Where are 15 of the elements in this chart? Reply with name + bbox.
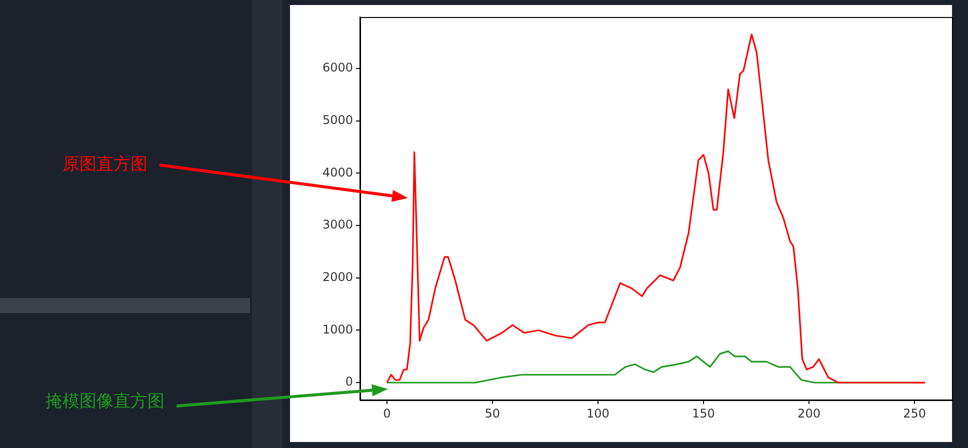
y-tick-label: 1000: [322, 322, 353, 336]
x-tick-label: 50: [484, 406, 500, 420]
y-tick-label: 3000: [322, 218, 353, 232]
y-tick-label: 0: [345, 374, 353, 389]
x-tick-label: 100: [586, 406, 610, 420]
y-tick-label: 6000: [322, 60, 353, 75]
text: 掩模图像直方图: [46, 391, 164, 412]
x-tick-label: 0: [383, 406, 391, 420]
y-tick-label: 5000: [322, 112, 353, 127]
x-tick-label: 200: [798, 406, 820, 420]
y-tick-label: 4000: [322, 165, 353, 180]
x-tick-label: 150: [692, 406, 715, 420]
x-tick-label: 250: [903, 406, 926, 420]
y-tick-label: 2000: [322, 270, 353, 284]
text: 原图直方图: [62, 154, 148, 174]
